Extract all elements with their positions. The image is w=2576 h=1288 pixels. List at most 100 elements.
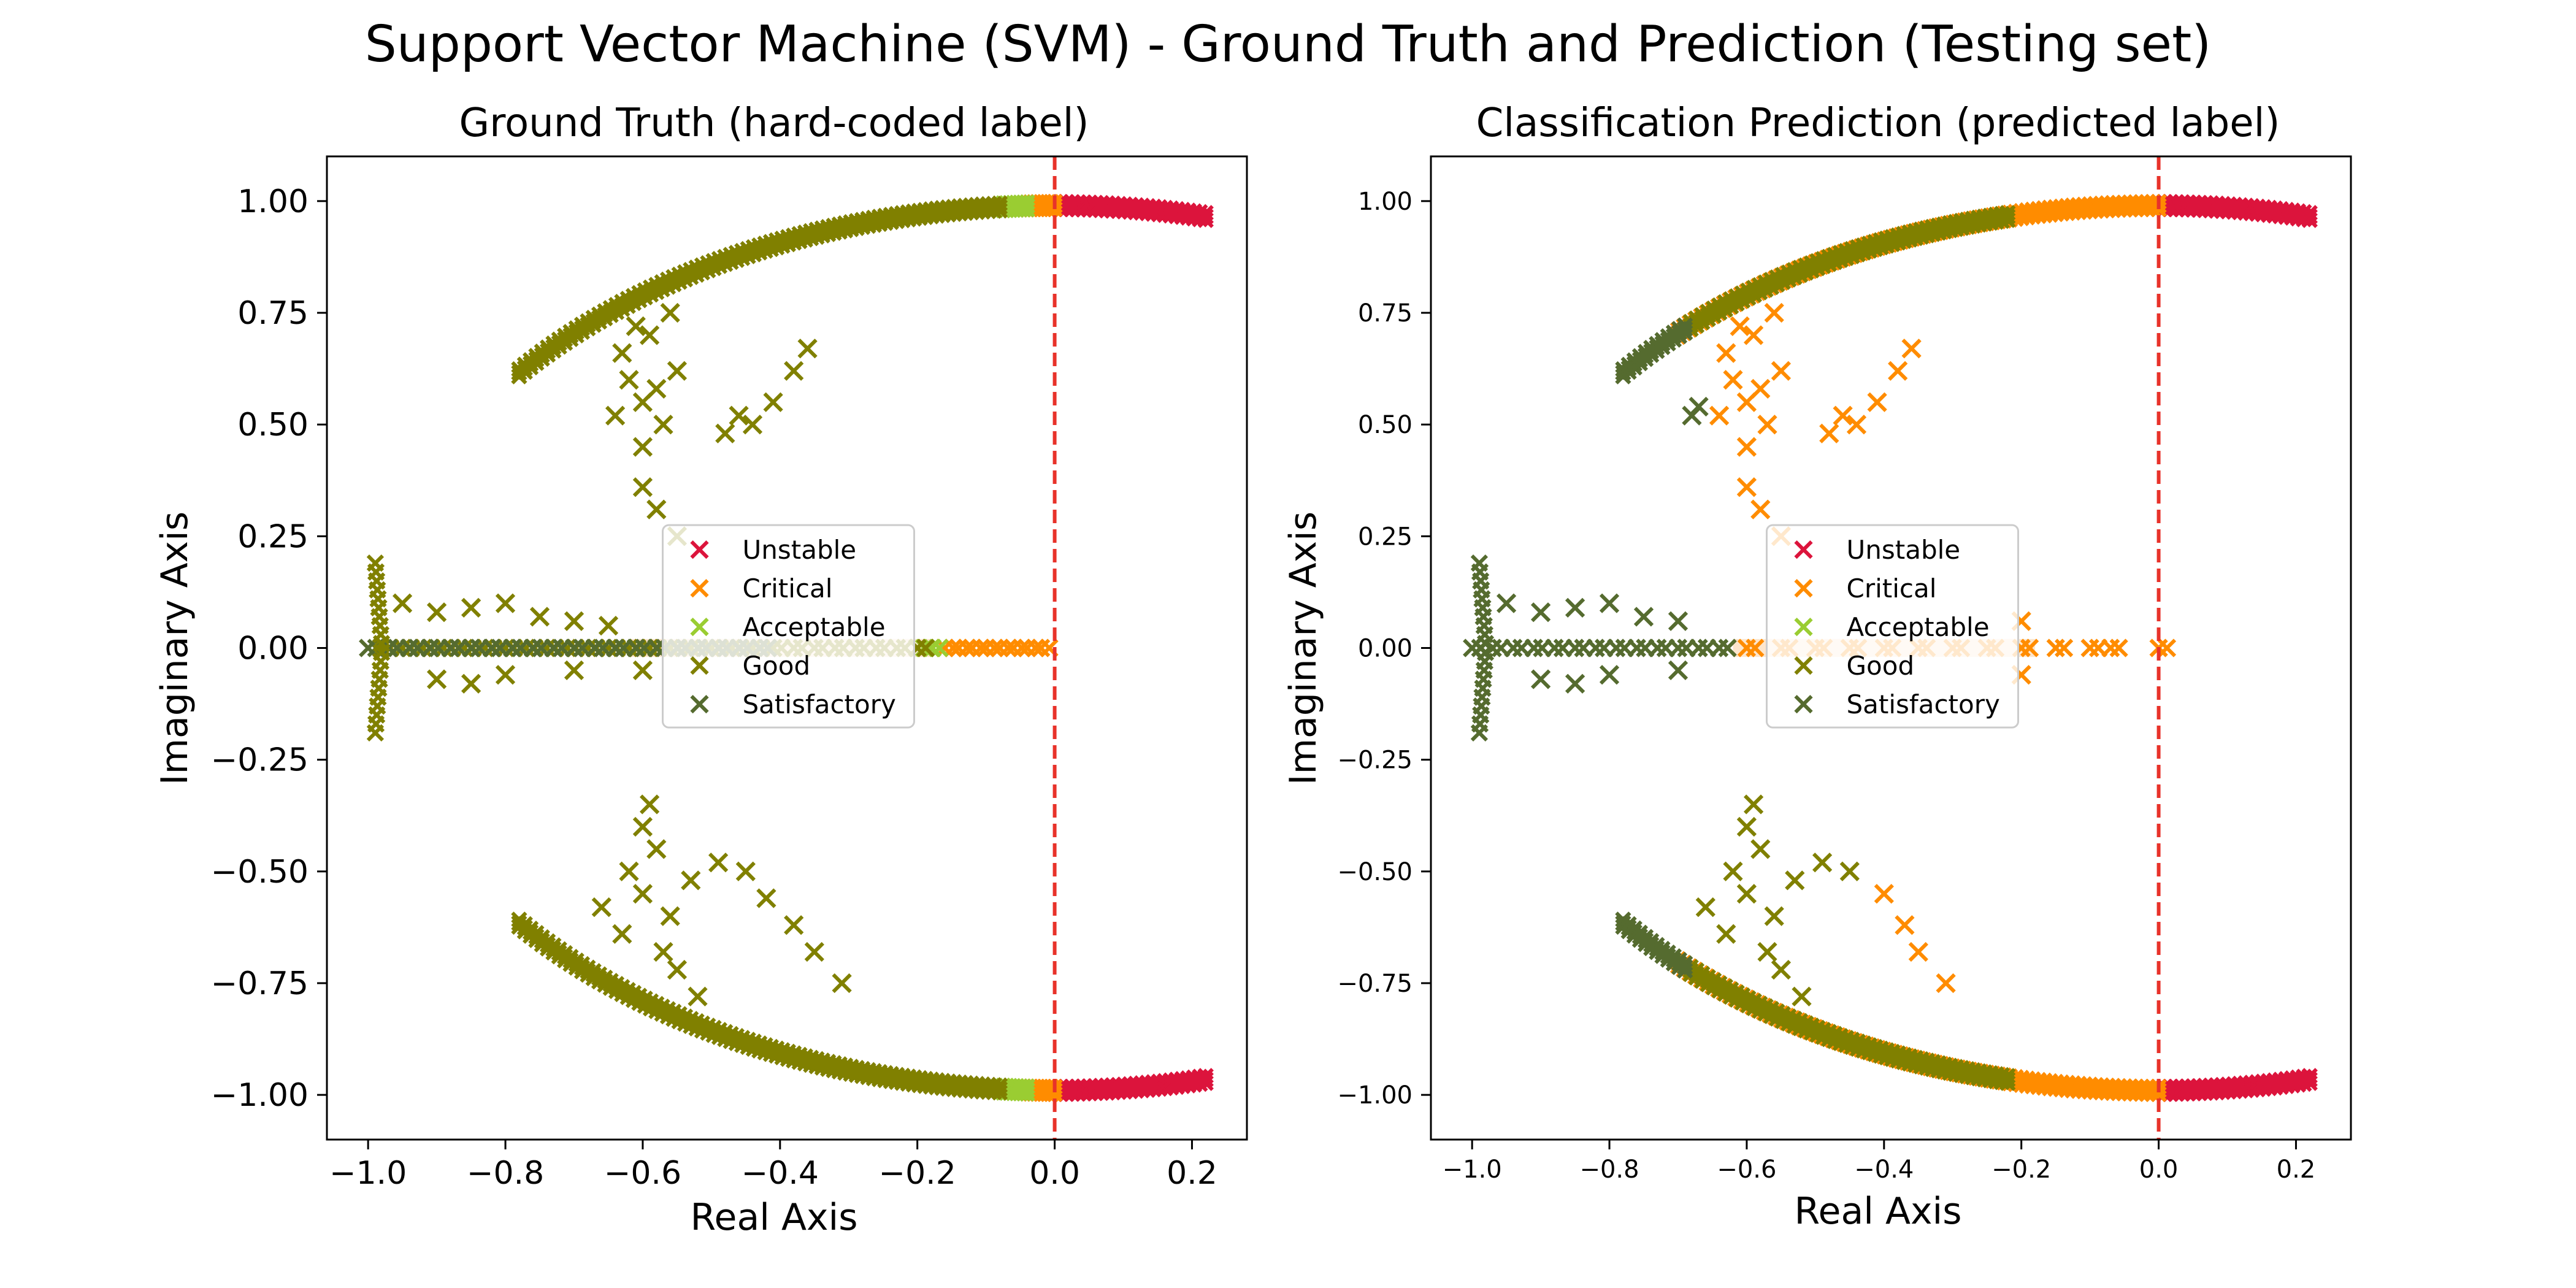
- marker: [1771, 361, 1792, 381]
- marker: [1736, 816, 1757, 837]
- marker: [1999, 1071, 2016, 1088]
- marker: [1999, 205, 2016, 221]
- marker: [1812, 853, 1833, 873]
- marker: [804, 941, 824, 962]
- marker: [612, 924, 632, 944]
- marker: [1718, 638, 1737, 657]
- y-tick-label: −0.50: [1337, 858, 1413, 886]
- x-tick-label: 0.2: [1167, 1155, 1217, 1192]
- legend: Unstable Critical Acceptable Good Satisfacto…: [662, 524, 915, 729]
- marker: [366, 554, 385, 572]
- legend-label: Good: [1847, 651, 1915, 681]
- y-tick-label: 0.25: [1358, 523, 1413, 551]
- marker: [1895, 915, 1915, 935]
- y-tick-label: −0.75: [1337, 970, 1413, 998]
- marker: [646, 499, 667, 519]
- marker: [708, 853, 729, 873]
- legend-marker: [1794, 540, 1813, 559]
- marker: [1197, 205, 1214, 221]
- series-good: [1677, 205, 2016, 1091]
- marker: [1677, 955, 1693, 972]
- marker: [1736, 437, 1757, 457]
- legend-label: Critical: [1847, 573, 1937, 604]
- marker: [681, 870, 701, 891]
- y-tick-label: −0.50: [211, 854, 309, 891]
- legend-marker: [1794, 617, 1813, 637]
- marker: [1677, 959, 1693, 975]
- ground-truth-title: Ground Truth (hard-coded label): [459, 101, 1089, 146]
- marker: [916, 638, 935, 657]
- marker: [688, 986, 708, 1006]
- y-tick-label: 1.00: [1358, 188, 1413, 216]
- marker: [943, 638, 963, 657]
- y-tick-label: −1.00: [1337, 1081, 1413, 1110]
- y-tick-label: 0.00: [237, 631, 309, 667]
- marker: [1723, 370, 1743, 390]
- marker: [1716, 924, 1736, 944]
- marker: [632, 660, 653, 681]
- marker: [1730, 316, 1750, 337]
- marker: [653, 415, 673, 435]
- marker: [735, 861, 756, 881]
- marker: [1599, 593, 1620, 613]
- marker: [1695, 897, 1715, 918]
- x-tick-label: 0.0: [1029, 1155, 1080, 1192]
- marker: [991, 195, 1008, 212]
- marker: [1633, 607, 1654, 627]
- marker: [632, 884, 653, 904]
- marker: [756, 888, 776, 908]
- marker: [1019, 194, 1035, 211]
- marker: [461, 673, 481, 694]
- marker: [1757, 415, 1777, 435]
- marker: [1750, 839, 1771, 859]
- y-tick-label: −0.25: [1337, 746, 1413, 775]
- marker: [632, 816, 653, 837]
- y-tick-label: 1.00: [237, 183, 309, 220]
- legend-label: Unstable: [1847, 535, 1961, 565]
- legend-label: Good: [743, 651, 811, 681]
- marker: [1736, 477, 1757, 497]
- marker: [1750, 378, 1771, 399]
- marker: [984, 638, 1004, 657]
- marker: [598, 615, 619, 636]
- marker: [591, 897, 611, 918]
- marker: [991, 1077, 1008, 1094]
- marker: [426, 669, 447, 689]
- legend-label: Unstable: [743, 535, 857, 565]
- marker: [646, 839, 667, 859]
- marker: [1716, 343, 1736, 363]
- marker: [1771, 959, 1792, 980]
- marker: [1197, 1071, 1214, 1088]
- marker: [763, 392, 783, 412]
- legend-marker: [690, 540, 709, 559]
- marker: [1709, 405, 1730, 426]
- marker: [1026, 638, 1045, 657]
- marker: [495, 593, 516, 613]
- marker: [957, 638, 976, 657]
- marker: [1839, 861, 1860, 881]
- marker: [784, 915, 804, 935]
- marker: [715, 423, 735, 443]
- marker: [1908, 941, 1928, 962]
- marker: [2020, 638, 2039, 657]
- marker: [619, 861, 639, 881]
- ground-truth-xlabel: Real Axis: [691, 1196, 858, 1239]
- marker: [742, 415, 763, 435]
- marker: [729, 405, 749, 426]
- legend-marker: [1794, 656, 1813, 675]
- x-tick-label: −1.0: [1443, 1156, 1502, 1184]
- marker: [1496, 593, 1517, 613]
- marker: [639, 794, 660, 815]
- series-satisfactory: [1463, 317, 1737, 979]
- marker: [2301, 208, 2318, 225]
- y-tick-label: −0.75: [211, 965, 309, 1002]
- y-tick-label: 0.75: [1358, 299, 1413, 328]
- marker: [653, 941, 673, 962]
- marker: [605, 405, 626, 426]
- y-tick-label: 0.50: [237, 407, 309, 443]
- marker: [632, 437, 653, 457]
- marker: [1677, 321, 1693, 337]
- marker: [1019, 1078, 1035, 1095]
- marker: [626, 316, 646, 337]
- marker: [1677, 317, 1693, 334]
